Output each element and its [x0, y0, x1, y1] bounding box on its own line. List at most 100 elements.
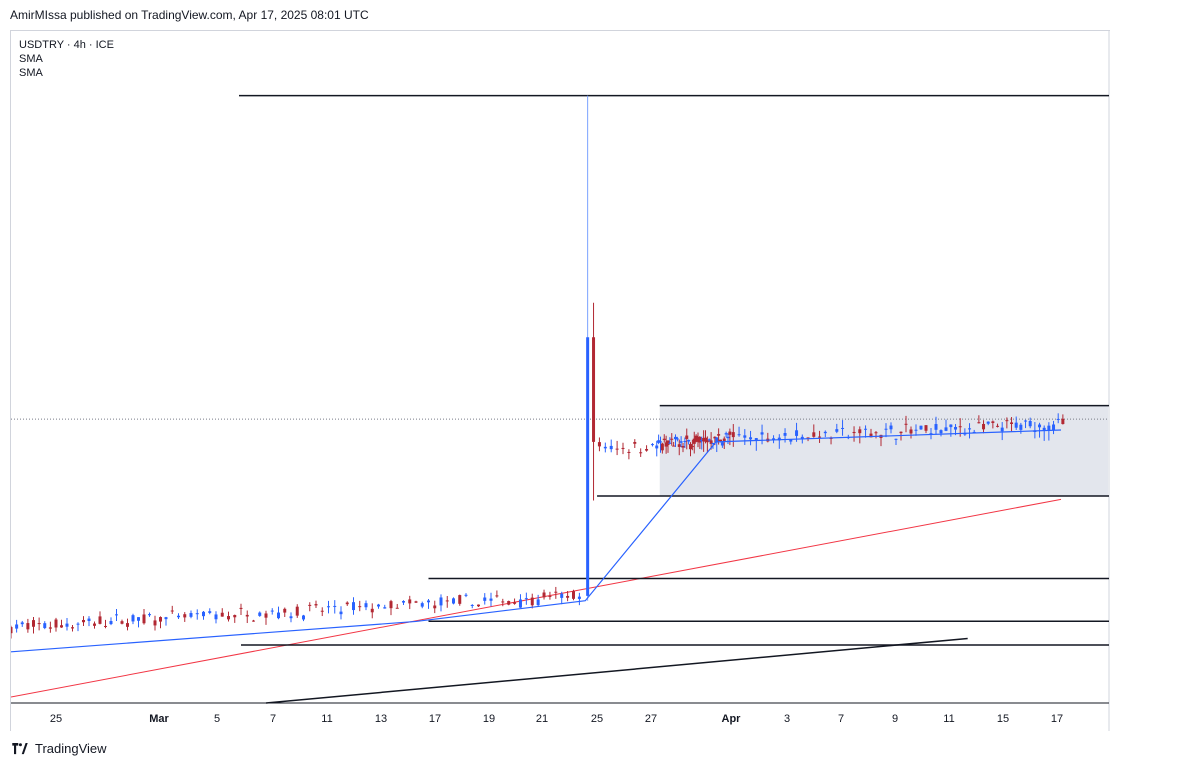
candle-body — [489, 598, 493, 601]
candle-body — [783, 433, 787, 436]
candle-body — [170, 610, 174, 612]
candle-body — [685, 435, 689, 439]
candle-body — [524, 598, 528, 600]
candle-body — [754, 438, 758, 441]
candle-body — [433, 605, 437, 609]
symbol-title[interactable]: USDTRY · 4h · ICE — [19, 39, 114, 51]
candle-body — [1056, 418, 1060, 420]
chart-legend[interactable]: USDTRY · 4h · ICE SMA SMA — [19, 38, 114, 80]
candle-body — [358, 606, 362, 608]
candle-body — [377, 604, 380, 607]
candle-body — [720, 442, 724, 446]
time-tick-label: 7 — [270, 713, 276, 725]
candle-body — [60, 625, 63, 628]
time-tick-label: 11 — [943, 713, 954, 725]
candle-body — [789, 439, 793, 442]
candle-body — [722, 438, 726, 442]
candle-body — [501, 601, 505, 603]
time-tick-label: 19 — [483, 713, 495, 725]
candle-body — [655, 445, 659, 449]
candle-body — [48, 627, 52, 629]
candle-body — [692, 438, 696, 444]
candle-body — [452, 598, 455, 604]
trendline — [265, 637, 968, 704]
candle-body — [252, 620, 255, 622]
candle-body — [949, 424, 953, 428]
price-chart[interactable]: 41.50000040.50000040.00000039.60000039.2… — [11, 31, 1110, 731]
candle-body — [731, 432, 735, 438]
sma-indicator-1[interactable]: SMA — [19, 53, 43, 65]
candle-body — [233, 615, 237, 618]
time-tick-label: 13 — [375, 713, 387, 725]
candle-body — [464, 594, 468, 596]
candle-body — [982, 423, 986, 430]
candle-body — [289, 616, 293, 619]
candle-body — [841, 427, 845, 429]
candle-body — [666, 440, 670, 446]
time-tick-label: 17 — [429, 713, 441, 725]
candle-body — [889, 425, 893, 430]
candle-body — [586, 337, 590, 596]
time-tick-label: 17 — [1051, 713, 1063, 725]
candle-body — [884, 428, 888, 430]
candle-body — [239, 607, 243, 609]
sma-slow-line — [11, 498, 1062, 698]
footer-logo[interactable]: TradingView — [10, 741, 107, 756]
candle-body — [470, 604, 474, 606]
time-tick-label: 21 — [536, 713, 548, 725]
candle-body — [615, 448, 619, 450]
candle-body — [370, 608, 374, 613]
time-tick-label: Mar — [149, 713, 169, 725]
candle-body — [603, 446, 607, 449]
candle-body — [696, 436, 700, 439]
chart-panel[interactable]: 41.50000040.50000040.00000039.60000039.2… — [10, 30, 1110, 731]
candle-body — [308, 604, 312, 606]
candle-body — [560, 593, 564, 598]
candle-body — [702, 438, 706, 442]
candle-body — [131, 615, 135, 622]
candle-body — [1061, 418, 1065, 425]
time-tick-label: 25 — [50, 713, 62, 725]
tradingview-brand: TradingView — [35, 741, 107, 756]
candle-body — [71, 627, 74, 629]
candle-body — [749, 437, 753, 440]
candle-body — [894, 438, 898, 440]
candle-body — [189, 613, 193, 617]
sma-indicator-2[interactable]: SMA — [19, 67, 43, 79]
time-tick-label: Apr — [722, 713, 742, 725]
candle-body — [694, 435, 698, 442]
candle-body — [772, 438, 776, 440]
candle-body — [597, 442, 601, 447]
candle-body — [711, 442, 715, 444]
candle-body — [214, 614, 218, 620]
candle-body — [812, 432, 816, 437]
candle-body — [1028, 420, 1032, 427]
time-tick-label: 25 — [591, 713, 603, 725]
candle-body — [968, 428, 972, 430]
candle-body — [681, 446, 685, 448]
candle-body — [333, 605, 337, 607]
candle-body — [339, 611, 343, 615]
candle-body — [65, 623, 69, 627]
tradingview-logo-icon — [12, 742, 28, 754]
candle-body — [408, 599, 412, 604]
candle-body — [137, 617, 140, 621]
candle-body — [32, 620, 35, 627]
candle-body — [420, 603, 424, 607]
candle-body — [458, 595, 462, 604]
candle-body — [639, 452, 643, 454]
range-zone — [659, 405, 1108, 497]
candle-body — [1038, 424, 1042, 428]
candle-body — [314, 604, 318, 606]
candle-body — [202, 611, 205, 617]
candle-body — [934, 424, 938, 430]
candle-body — [548, 595, 552, 597]
candle-body — [320, 610, 324, 612]
candle-body — [704, 437, 707, 442]
candle-body — [220, 612, 224, 617]
candle-body — [914, 429, 918, 431]
candle-body — [627, 451, 631, 453]
candle-body — [726, 436, 730, 439]
candle-body — [724, 433, 728, 435]
candle-body — [302, 615, 305, 620]
